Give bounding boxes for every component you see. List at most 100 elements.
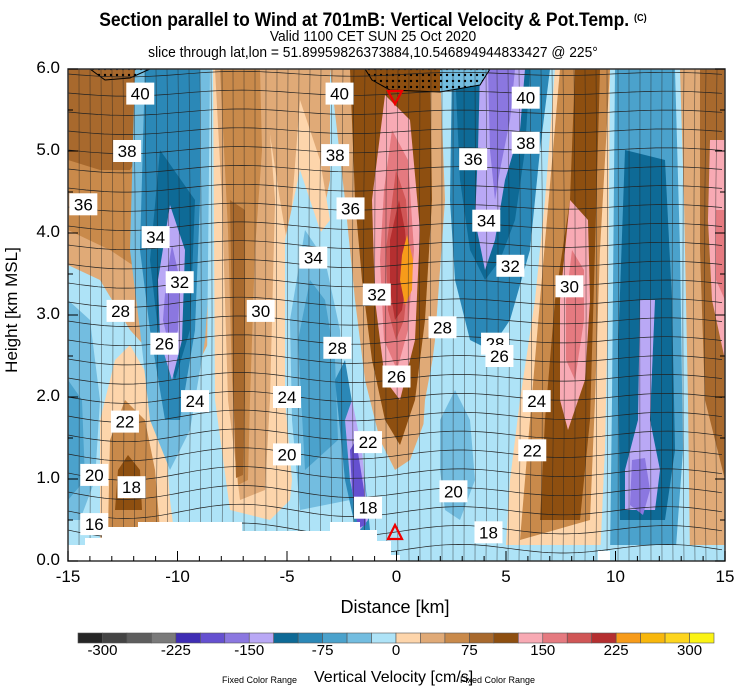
colorbar-swatch <box>273 632 299 644</box>
isentrope-line <box>68 146 723 155</box>
contour-label-text: 38 <box>516 134 535 153</box>
velocity-contour-line <box>671 69 674 561</box>
velocity-contour-line <box>100 69 102 561</box>
colorbar-swatch <box>126 632 152 644</box>
contour-label-text: 22 <box>115 413 134 432</box>
isentrope-line <box>68 485 723 500</box>
contour-label-box <box>299 246 328 269</box>
isentrope-line <box>68 353 723 366</box>
y-tick-label: 2.0 <box>36 386 60 405</box>
contour-label-box <box>273 443 301 466</box>
velocity-contour-line <box>144 69 147 561</box>
isentrope-lines <box>68 69 723 561</box>
contour-label: 38 <box>511 131 540 154</box>
contour-label: 40 <box>126 82 155 105</box>
isentrope-line <box>68 221 723 231</box>
contour-label-box <box>428 316 457 339</box>
x-tick-label: -5 <box>279 567 295 586</box>
contour-label-text: 32 <box>170 273 189 292</box>
velocity-contour-line <box>419 69 421 561</box>
contour-label-box <box>273 386 301 408</box>
isentrope-line <box>68 89 723 97</box>
y-tick-label: 3.0 <box>36 304 60 323</box>
contour-label-box <box>80 463 109 486</box>
velocity-contour-line <box>507 69 510 561</box>
contour-label: 34 <box>472 209 501 232</box>
contour-label: 40 <box>511 86 540 109</box>
colorbar-swatch <box>689 632 715 644</box>
contour-label: 20 <box>80 463 109 486</box>
contour-label-box <box>472 209 501 232</box>
level-marker-triangle-down-icon <box>386 89 404 107</box>
contour-label: 34 <box>141 226 170 249</box>
contour-label: 28 <box>428 316 457 339</box>
contour-label: 22 <box>354 431 383 454</box>
contour-label: 28 <box>323 336 352 359</box>
isentrope-line <box>68 447 723 462</box>
contour-label-text: 18 <box>122 478 141 497</box>
velocity-contour-line <box>704 69 707 561</box>
x-tick-label: 0 <box>391 567 402 586</box>
contour-label-text: 36 <box>341 199 360 218</box>
copyright-mark: (C) <box>633 13 647 24</box>
contour-label: 34 <box>299 246 328 269</box>
axis-tick-marks <box>67 68 726 562</box>
velocity-contour-line <box>330 69 333 561</box>
velocity-contour-line <box>308 69 311 561</box>
terrain-mask <box>598 551 610 561</box>
colorbar-swatch <box>200 632 226 644</box>
contour-label-box <box>113 140 142 162</box>
colorbar-tick-label: -75 <box>311 642 334 659</box>
colorbar-tick-label: -300 <box>87 642 118 659</box>
y-tick-label: 5.0 <box>36 140 60 159</box>
vertical-velocity-field <box>68 69 725 561</box>
contour-label-text: 28 <box>111 302 130 321</box>
colorbar-swatch <box>566 632 592 644</box>
isentrope-line <box>68 390 723 404</box>
velocity-contour-line <box>396 69 399 561</box>
y-tick-label: 0.0 <box>36 550 60 569</box>
ground-marker-triangle-up-icon <box>386 522 404 541</box>
velocity-contour-line <box>693 69 696 561</box>
contour-label-text: 16 <box>85 515 104 534</box>
colorbar-tick-label: 300 <box>677 642 703 659</box>
contour-label-text: 30 <box>251 302 270 321</box>
field-updraft-band <box>400 235 413 305</box>
contour-label: 18 <box>117 476 146 499</box>
contour-label: 22 <box>518 439 547 462</box>
contour-label-box <box>474 521 503 544</box>
colorbar-swatch <box>493 632 519 644</box>
isentrope-line <box>68 165 723 174</box>
contour-label-box <box>126 82 155 105</box>
x-axis-label: Distance [km] <box>340 597 450 617</box>
contour-label-box <box>246 299 275 322</box>
velocity-contour-line <box>485 69 488 561</box>
velocity-contour-line <box>287 69 289 561</box>
contour-label-text: 34 <box>146 228 165 247</box>
contour-label-box <box>325 82 354 105</box>
contour-label: 28 <box>106 299 135 322</box>
field-downdraft-band <box>298 280 338 470</box>
velocity-contour-line <box>474 69 476 561</box>
contour-label: 36 <box>69 193 98 216</box>
contour-label: 18 <box>474 521 503 544</box>
velocity-contour-line <box>341 69 344 561</box>
colorbar-swatch <box>640 632 666 644</box>
velocity-contour-line <box>199 69 202 561</box>
velocity-contour-line <box>551 69 554 561</box>
contour-label-box <box>522 390 551 413</box>
colorbar-title: Vertical Velocity [cm/s] <box>314 669 474 686</box>
x-tick-label: -15 <box>55 567 81 586</box>
contour-label: 24 <box>522 390 551 413</box>
contour-label-box <box>80 513 109 536</box>
isentrope-line <box>68 315 723 327</box>
contour-label: 30 <box>246 299 275 322</box>
velocity-contour-line <box>562 69 565 561</box>
velocity-contour-line <box>573 69 576 561</box>
colorbar-swatch <box>346 632 372 644</box>
contour-label-text: 24 <box>527 392 546 411</box>
contour-label-box <box>323 336 352 359</box>
contour-label: 24 <box>273 386 301 408</box>
velocity-contour-line <box>188 69 191 561</box>
velocity-contour-line <box>297 69 300 561</box>
